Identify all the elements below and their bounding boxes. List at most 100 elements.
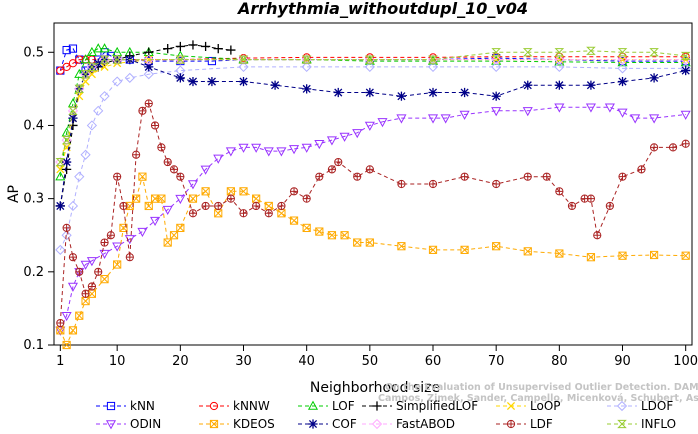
legend-item-fastabod: FastABOD <box>362 417 455 431</box>
data-point <box>618 172 627 181</box>
data-point <box>169 165 179 174</box>
data-point <box>554 48 565 57</box>
data-point <box>157 194 166 203</box>
data-point <box>132 150 141 159</box>
watermark-line-2: Campos, Zimek, Sander, Campello, Micenko… <box>378 393 698 404</box>
data-point <box>68 106 78 115</box>
data-point <box>491 61 502 73</box>
series-line <box>59 102 686 324</box>
series-line <box>59 50 686 163</box>
data-point <box>618 251 627 260</box>
data-point <box>586 46 596 55</box>
data-point <box>56 66 65 75</box>
data-point <box>604 103 615 113</box>
x-tick-label: 50 <box>362 354 379 369</box>
data-point <box>365 238 374 247</box>
data-point <box>80 260 91 270</box>
data-point <box>86 61 98 73</box>
data-point <box>523 80 533 90</box>
x-tick-label: 40 <box>298 354 315 369</box>
data-point <box>617 63 628 74</box>
data-point <box>124 72 135 83</box>
data-point <box>175 73 185 83</box>
data-point <box>55 156 66 168</box>
data-point <box>80 69 91 80</box>
chart-title: Arrhythmia_withoutdupl_10_v04 <box>236 0 528 18</box>
data-point <box>315 227 324 236</box>
legend-label: FastABOD <box>396 417 455 431</box>
data-point <box>593 231 602 240</box>
data-point <box>352 129 363 139</box>
data-point <box>680 54 691 65</box>
data-point <box>649 73 659 83</box>
data-point <box>100 275 109 284</box>
legend-label: LOF <box>332 399 355 413</box>
data-point <box>99 43 110 53</box>
data-point <box>112 55 122 64</box>
data-point <box>80 149 91 160</box>
data-point <box>301 143 312 153</box>
legend-label: LDOF <box>641 399 673 413</box>
data-point <box>460 172 469 181</box>
data-point <box>263 147 274 157</box>
x-tick-label: 60 <box>425 354 442 369</box>
data-point <box>270 80 280 90</box>
data-point <box>340 231 349 240</box>
data-point <box>333 87 343 98</box>
data-point <box>239 209 248 218</box>
data-point <box>459 110 470 120</box>
legend-item-ldf: LDF <box>496 417 553 431</box>
data-point <box>428 87 438 98</box>
legend-item-knnw: kNNW <box>199 399 270 413</box>
data-point <box>68 59 78 68</box>
watermark: On the Evaluation of Unsupervised Outlie… <box>378 382 698 404</box>
data-point <box>586 194 596 203</box>
data-point <box>150 216 161 227</box>
data-point <box>326 136 337 146</box>
data-point <box>289 187 299 196</box>
data-point <box>162 205 173 216</box>
data-point <box>74 84 85 93</box>
data-point <box>238 61 249 73</box>
data-point <box>75 311 84 320</box>
data-point <box>239 187 248 196</box>
data-point <box>680 110 691 120</box>
data-point <box>302 84 312 94</box>
data-point <box>176 172 185 181</box>
data-point <box>649 143 659 152</box>
data-point <box>113 260 122 269</box>
legend-marker <box>308 419 318 429</box>
data-point <box>334 157 343 167</box>
data-point <box>365 87 375 98</box>
data-point <box>276 147 287 157</box>
data-point <box>302 194 311 203</box>
data-point <box>554 61 565 73</box>
data-point <box>277 209 286 218</box>
data-point <box>163 157 172 167</box>
plot-area: 1 10 20 30 40 50 60 70 80 90 100 0.1 0.2 0.3 0.4 0.5 <box>23 22 698 369</box>
legend-marker <box>307 400 319 410</box>
data-point <box>100 62 109 71</box>
data-point <box>62 340 71 350</box>
data-point <box>440 114 451 124</box>
legend-item-loop: LoOP <box>496 399 561 413</box>
data-point <box>428 179 438 189</box>
data-point <box>681 65 691 76</box>
legend-marker <box>506 419 516 429</box>
series-line <box>59 48 686 72</box>
y-axis-label: AP <box>6 185 22 203</box>
data-point <box>428 245 438 254</box>
data-point <box>175 194 186 205</box>
data-point <box>75 267 84 276</box>
data-point <box>99 249 110 259</box>
data-point <box>630 114 641 124</box>
data-point <box>680 51 691 61</box>
data-point <box>314 140 325 150</box>
data-point <box>238 54 249 65</box>
data-point <box>238 76 249 87</box>
data-point <box>492 242 501 251</box>
data-point <box>554 103 565 113</box>
x-tick-label: 30 <box>235 354 252 369</box>
data-point <box>365 165 374 174</box>
legend-item-odin: ODIN <box>96 417 161 431</box>
